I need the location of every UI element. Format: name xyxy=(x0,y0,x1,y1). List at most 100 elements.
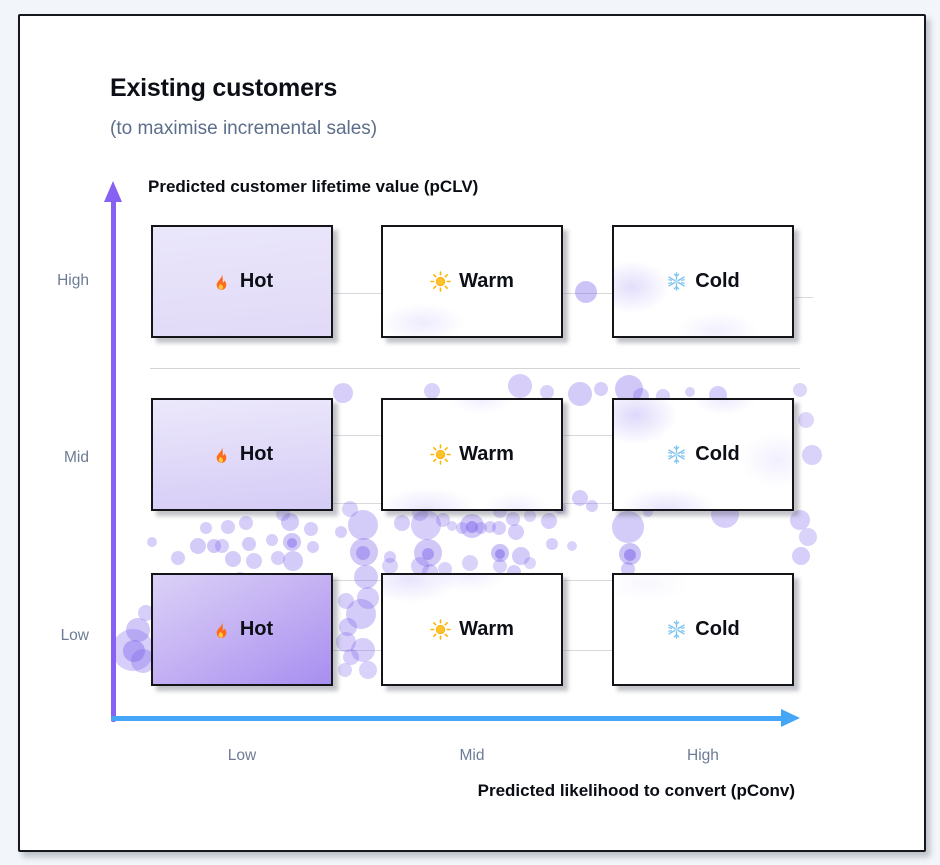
x-axis-title: Predicted likelihood to convert (pConv) xyxy=(477,781,795,800)
bubble xyxy=(287,538,297,548)
cell-low-hot: Hot xyxy=(151,573,333,686)
x-tick-high: High xyxy=(687,747,719,764)
fire-icon xyxy=(211,619,232,640)
bubble xyxy=(540,385,554,399)
x-tick-low: Low xyxy=(227,747,257,764)
bubble xyxy=(493,559,507,573)
bubble xyxy=(411,510,441,540)
bubble xyxy=(266,534,278,546)
bubble xyxy=(541,513,557,529)
bubble xyxy=(462,555,478,571)
bubble xyxy=(126,618,150,642)
cell-label: Warm xyxy=(459,270,514,292)
cell-mid-cold: Cold xyxy=(612,398,794,511)
bubble xyxy=(283,533,301,551)
bubble xyxy=(225,551,241,567)
bubble xyxy=(567,541,577,551)
bubble xyxy=(356,546,370,560)
bubble xyxy=(414,539,442,567)
bubble xyxy=(586,500,598,512)
bubble xyxy=(798,412,814,428)
bubble xyxy=(336,632,356,652)
bubble xyxy=(112,629,154,671)
bubble xyxy=(354,565,378,589)
connector-line xyxy=(564,503,612,504)
bubble xyxy=(281,513,299,531)
bubble xyxy=(685,387,695,397)
bubble xyxy=(190,538,206,554)
y-tick-high: High xyxy=(57,272,89,289)
cell-label: Hot xyxy=(239,443,274,465)
bubble xyxy=(333,383,353,403)
bubble xyxy=(621,562,635,576)
page-subtitle: (to maximise incremental sales) xyxy=(110,118,378,139)
y-tick-low: Low xyxy=(60,627,89,644)
bubble xyxy=(307,541,319,553)
snowflake-icon xyxy=(666,444,687,465)
cell-low-cold: Cold xyxy=(612,573,794,686)
bubble xyxy=(215,539,229,553)
bubble xyxy=(624,549,636,561)
bubble xyxy=(338,663,352,677)
sun-icon xyxy=(430,271,451,292)
connector-line xyxy=(564,650,612,651)
connector-line xyxy=(564,580,612,581)
bubble xyxy=(508,524,524,540)
bubble xyxy=(546,538,558,550)
y-axis-line xyxy=(111,200,116,722)
cell-mid-warm: Warm xyxy=(381,398,563,511)
connector-line xyxy=(795,297,813,298)
bubble xyxy=(572,490,588,506)
bubble xyxy=(475,522,487,534)
bubble xyxy=(242,537,256,551)
y-tick-mid: Mid xyxy=(64,449,89,466)
page-title: Existing customers xyxy=(110,74,338,102)
bubble xyxy=(346,599,376,629)
bubble xyxy=(207,539,221,553)
bubble xyxy=(339,618,357,636)
bubble xyxy=(147,537,157,547)
bubble xyxy=(512,547,530,565)
bubble xyxy=(350,538,378,566)
y-axis-arrow-icon xyxy=(104,181,122,202)
connector-line xyxy=(564,435,612,436)
bubble xyxy=(466,521,478,533)
bubble xyxy=(802,445,822,465)
bubble xyxy=(342,501,358,517)
snowflake-icon xyxy=(666,619,687,640)
connector-line xyxy=(333,435,381,436)
row-separator xyxy=(150,368,800,369)
cell-label: Hot xyxy=(239,618,274,640)
bubble xyxy=(411,557,429,575)
connector-line xyxy=(333,650,381,651)
cell-label: Cold xyxy=(695,270,740,292)
bubble xyxy=(348,510,378,540)
bubble xyxy=(790,510,810,530)
cell-label: Cold xyxy=(695,618,740,640)
cell-label: Warm xyxy=(459,618,514,640)
bubble xyxy=(575,281,597,303)
bubble xyxy=(343,649,359,665)
sun-icon xyxy=(430,619,451,640)
connector-line xyxy=(564,293,612,294)
bubble xyxy=(799,528,817,546)
bubble xyxy=(456,522,468,534)
bubble xyxy=(492,521,506,535)
bubble xyxy=(123,640,145,662)
snowflake-icon xyxy=(666,271,687,292)
connector-line xyxy=(333,503,381,504)
bubble xyxy=(335,526,347,538)
bubble xyxy=(793,383,807,397)
bubble xyxy=(221,520,235,534)
bubble xyxy=(239,516,253,530)
bubble xyxy=(351,638,375,662)
bubble xyxy=(792,547,810,565)
bubble xyxy=(283,551,303,571)
x-tick-mid: Mid xyxy=(459,747,485,764)
cell-high-warm: Warm xyxy=(381,225,563,338)
bubble xyxy=(359,661,377,679)
connector-line xyxy=(333,580,381,581)
bubble xyxy=(612,511,644,543)
bubble xyxy=(271,551,285,565)
